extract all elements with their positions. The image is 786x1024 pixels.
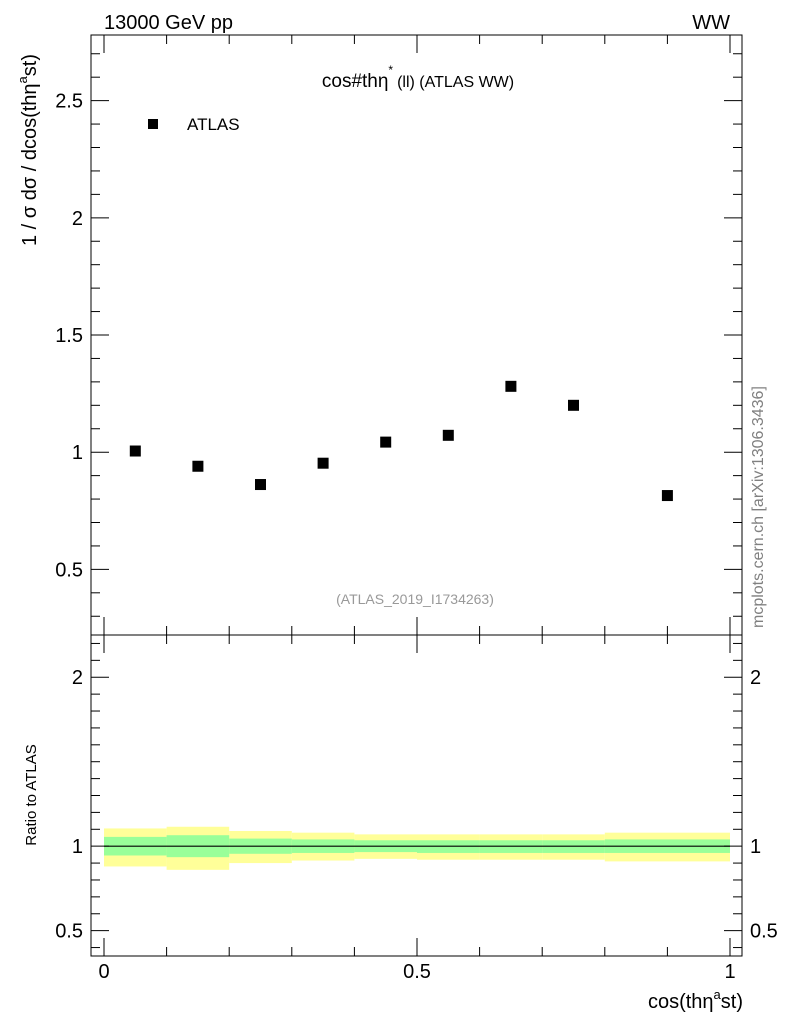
analysis-watermark: (ATLAS_2019_I1734263)	[336, 591, 494, 607]
x-tick-label: 0	[98, 961, 109, 983]
main-y-tick-label: 1	[72, 442, 83, 464]
ratio-y-tick-label-right: 1	[750, 836, 761, 858]
x-tick-label: 0.5	[403, 961, 431, 983]
main-title-rest: (ll) (ATLAS WW)	[397, 74, 514, 91]
ratio-panel-bands	[104, 826, 730, 870]
mcplots-credit: mcplots.cern.ch [arXiv:1306.3436]	[750, 386, 767, 628]
header-energy-label: 13000 GeV pp	[104, 12, 233, 34]
x-label-sup: a	[714, 987, 722, 1002]
main-y-label-part1: 1 / σ dσ / dcos(thη	[19, 83, 41, 246]
data-point	[505, 380, 517, 392]
ratio-y-tick-label-left: 1	[72, 836, 83, 858]
x-axis-label: cos(thηast)	[648, 987, 743, 1013]
ratio-y-tick-label-right: 2	[750, 667, 761, 689]
main-title: cos#thη* (ll) (ATLAS WW)	[322, 63, 514, 92]
ratio-panel-axes: 0.5 0.5 1 1 2 2 0 0.5 1	[55, 634, 778, 983]
main-y-tick-label: 0.5	[55, 559, 83, 581]
main-title-sup: *	[388, 63, 393, 77]
x-tick-label: 1	[724, 961, 735, 983]
main-y-tick-label: 2.5	[55, 91, 83, 113]
main-y-label-part3: st)	[19, 54, 41, 76]
main-y-tick-label: 1.5	[55, 325, 83, 347]
data-point	[442, 429, 454, 441]
data-point	[255, 479, 266, 491]
ratio-y-tick-label-left: 0.5	[55, 921, 83, 943]
main-y-label-sup: a	[15, 75, 30, 83]
main-panel-points	[129, 380, 673, 502]
header-process-label: WW	[692, 12, 730, 34]
legend-marker	[148, 119, 158, 129]
main-title-main: cos#thη	[322, 71, 389, 92]
ratio-y-tick-label-right: 0.5	[750, 921, 778, 943]
x-label-part3: st)	[721, 991, 743, 1013]
ratio-y-tick-label-left: 2	[72, 667, 83, 689]
data-point	[317, 457, 329, 469]
ratio-y-axis-label: Ratio to ATLAS	[23, 744, 40, 845]
data-point	[568, 399, 579, 411]
main-y-tick-label: 2	[72, 208, 83, 230]
data-point	[192, 460, 204, 472]
main-y-axis-label: 1 / σ dσ / dcos(thηast)	[15, 54, 41, 246]
legend-label-atlas: ATLAS	[187, 115, 240, 134]
x-label-part1: cos(thη	[648, 991, 714, 1013]
data-point	[661, 490, 673, 502]
data-point	[380, 436, 392, 448]
data-point	[129, 445, 141, 457]
